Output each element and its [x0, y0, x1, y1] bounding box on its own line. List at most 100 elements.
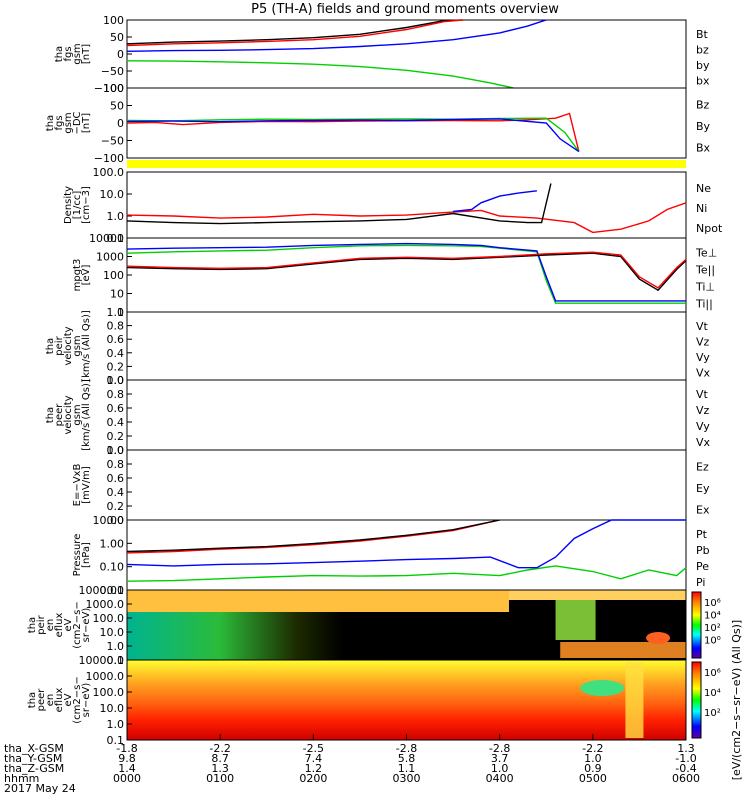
- y-tick-label: 0.0: [107, 514, 125, 527]
- y-axis-label: gsm: [63, 112, 74, 133]
- x-row-value: 1.0: [584, 752, 602, 765]
- y-tick-label: 10.0: [100, 702, 125, 715]
- y-axis-label: tha: [27, 617, 38, 633]
- panel-peir_vel: 1.00.80.60.40.20.0thapeirvelocitygsm[km/…: [45, 306, 711, 387]
- y-tick-label: 1000: [96, 251, 124, 264]
- spectrogram-peer-band: [625, 662, 644, 738]
- colorbar-tick-label: 10⁴: [704, 688, 721, 699]
- y-tick-label: 0.1: [107, 232, 125, 245]
- colorbar-tick-label: 10⁶: [704, 598, 721, 609]
- panel-density: 100.0 10.0 1.0 0.1 Density[1/cc][cm−3] Ne Ni Np…: [63, 166, 723, 245]
- x-row-value: -2.8: [489, 742, 510, 755]
- legend-Ne: Ne: [696, 182, 711, 195]
- spectrogram-peir-top: [127, 590, 509, 612]
- panel-peir_spec: 10000.01000.0100.010.01.00.1thapeirenefl…: [27, 584, 721, 667]
- x-row-value: -0.4: [675, 762, 696, 775]
- x-axis-date: 2017 May 24: [4, 782, 76, 795]
- y-tick-label: −100: [94, 82, 124, 95]
- panel-frame: [126, 379, 687, 451]
- x-row-value: 0600: [672, 772, 700, 785]
- y-tick-label: 0.01: [100, 584, 125, 597]
- y-axis-label: eV: [63, 618, 74, 631]
- y-tick-label: 0: [117, 117, 124, 130]
- legend-Ni: Ni: [696, 202, 707, 215]
- y-axis-label: [nT]: [81, 44, 92, 64]
- legend-Pi: Pi: [696, 576, 705, 589]
- x-row-value: 7.4: [305, 752, 323, 765]
- x-row-label: hhmm: [4, 772, 39, 785]
- y-tick-label: 0.4: [107, 416, 125, 429]
- y-axis-label: [cm−3]: [81, 186, 92, 224]
- quality-flag-bar: [127, 160, 686, 168]
- series-temp-Ti||: [126, 244, 686, 304]
- x-row-value: 0400: [486, 772, 514, 785]
- x-row-value: 9.8: [118, 752, 136, 765]
- legend-Bx: Bx: [696, 141, 711, 154]
- colorbar-tick-label: 10⁶: [704, 668, 721, 679]
- legend-Vz: Vz: [696, 335, 710, 348]
- panel-temp: 10000 1000 100 10 1 mpgt3[eV] Te⊥ Te|| Ti⊥ Ti||: [72, 232, 717, 319]
- legend-Ex: Ex: [696, 503, 710, 516]
- legend-Pt: Pt: [696, 528, 708, 541]
- legend-Te⊥: Te⊥: [695, 247, 717, 260]
- y-axis-label: sr−eV): [81, 608, 92, 643]
- series-fgs_dc-By: [126, 117, 580, 153]
- y-axis-label: (cm2−s−: [72, 676, 83, 723]
- y-axis-label: tha: [45, 407, 56, 423]
- y-tick-label: 1.00: [100, 537, 125, 550]
- panel-pressure: 10.00 1.00 0.10 0.01 Pressure[nPa] Pt Pb Pe Pi: [72, 514, 710, 597]
- legend-Pe: Pe: [696, 560, 709, 573]
- legend-Ti⊥: Ti⊥: [695, 281, 715, 294]
- legend-Vx: Vx: [696, 366, 711, 379]
- y-tick-label: 0.6: [107, 472, 125, 485]
- legend-Vt: Vt: [696, 320, 709, 333]
- x-row-value: 0.9: [584, 762, 602, 775]
- y-axis-label: [mV/m]: [81, 466, 92, 504]
- x-row-value: 3.7: [491, 752, 509, 765]
- y-axis-label: [1/cc]: [72, 191, 83, 220]
- y-tick-label: 1.0: [107, 444, 125, 457]
- series-temp-Te⊥: [126, 251, 687, 289]
- legend-Pb: Pb: [696, 544, 710, 557]
- y-axis-label: [nPa]: [81, 542, 92, 568]
- colorbar-tick-label: 10⁰: [704, 636, 721, 647]
- y-axis-label: eV: [63, 693, 74, 706]
- panel-frame: [126, 171, 687, 239]
- colorbar: [691, 661, 702, 739]
- y-tick-label: 0.2: [107, 360, 125, 373]
- y-axis-label: velocity: [63, 326, 74, 365]
- series-fgs-Bt: [126, 19, 463, 45]
- y-axis-label: tha: [45, 338, 56, 354]
- panel-frame: [126, 311, 687, 381]
- x-row-value: -2.8: [396, 742, 417, 755]
- x-row-value: 5.8: [398, 752, 416, 765]
- colorbar-label: [eV/(cm2−s−sr−eV) (All Qs)]: [730, 620, 743, 780]
- y-tick-label: 10: [110, 288, 124, 301]
- legend-Te||: Te||: [695, 264, 715, 277]
- series-temp-Te||: [126, 252, 687, 292]
- panel-peer_vel: 1.00.80.60.40.20.0thapeervelocitygsm[km/…: [45, 374, 711, 457]
- x-row-value: -2.5: [303, 742, 324, 755]
- legend-Vz: Vz: [696, 404, 710, 417]
- y-tick-label: 0.8: [107, 458, 125, 471]
- y-tick-label: 1: [117, 306, 124, 319]
- legend-Bt: Bt: [696, 28, 709, 41]
- series-fgs-by: [126, 60, 514, 89]
- colorbar-tick-label: 10²: [704, 623, 721, 634]
- y-tick-label: 50: [110, 31, 124, 44]
- x-row-value: -1.8: [116, 742, 137, 755]
- y-tick-label: 1.0: [107, 374, 125, 387]
- series-pressure-Pt: [126, 519, 500, 553]
- legend-Vx: Vx: [696, 436, 711, 449]
- y-axis-label: [km/s (All Qs)]: [81, 310, 92, 382]
- y-tick-label: 0.0: [107, 374, 125, 387]
- panel-peer_spec: 10000.0 1000.0 100.0 10.0 1.0 0.1 thapeerenefl…: [27, 654, 721, 747]
- spectrogram-peir-blob: [646, 632, 671, 644]
- y-tick-label: 100: [103, 14, 124, 27]
- y-axis-label: peir: [54, 335, 65, 355]
- y-axis-label: [eV]: [81, 265, 92, 286]
- y-tick-label: 0.6: [107, 402, 125, 415]
- x-row-label: tha_X-GSM: [4, 742, 64, 755]
